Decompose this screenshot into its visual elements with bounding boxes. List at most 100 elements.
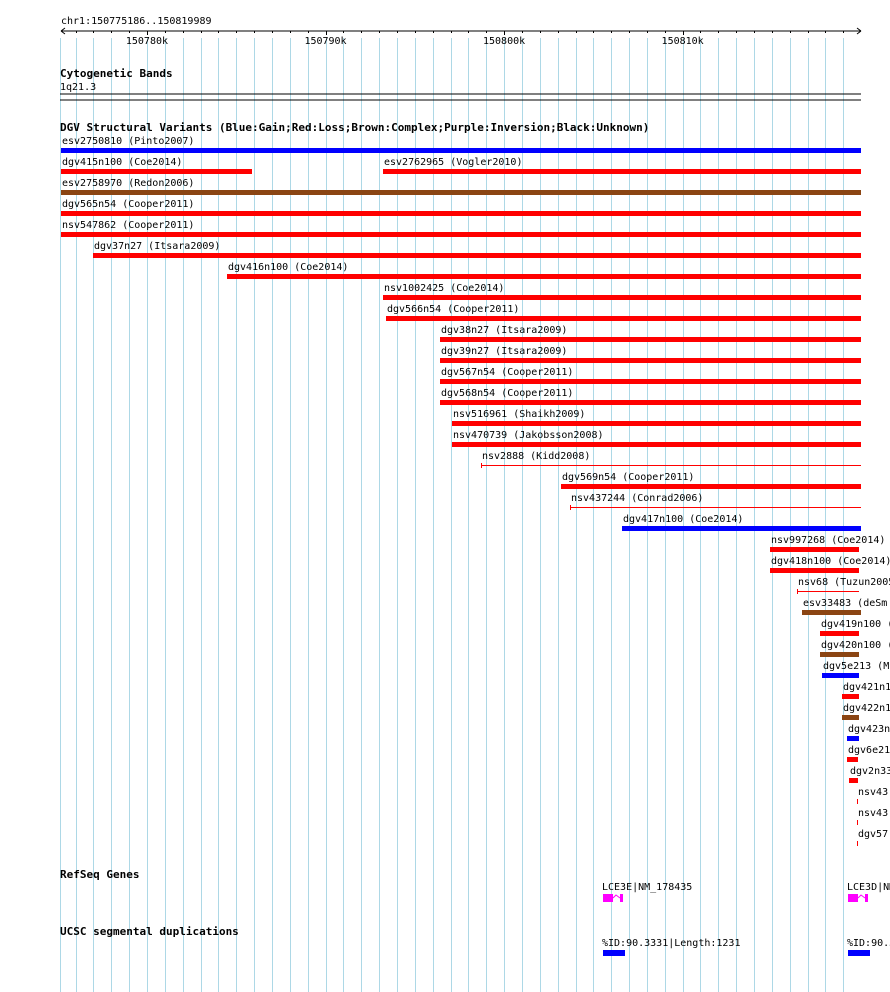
dgv-feature[interactable]: dgv419n100 ( — [820, 619, 890, 636]
dgv-feature-label: dgv568n54 (Cooper2011) — [441, 388, 573, 399]
dgv-feature[interactable]: dgv418n100 (Coe2014) — [770, 556, 890, 573]
dgv-feature-bar — [227, 274, 861, 279]
dgv-feature[interactable]: nsv43 — [857, 808, 889, 825]
dgv-feature-label: esv2758970 (Redon2006) — [62, 178, 194, 189]
dgv-feature[interactable]: nsv2888 (Kidd2008) — [481, 451, 861, 468]
dgv-feature-bar — [820, 631, 859, 636]
dgv-feature-bar — [822, 673, 859, 678]
ruler-arrow-right — [856, 27, 862, 35]
dgv-feature-label: esv2750810 (Pinto2007) — [62, 136, 194, 147]
dgv-feature-bar — [383, 295, 861, 300]
dgv-feature-label: dgv6e21 — [848, 745, 890, 756]
dgv-feature-bar — [440, 379, 861, 384]
dgv-feature[interactable]: nsv43 — [857, 787, 889, 804]
dgv-feature[interactable]: nsv437244 (Conrad2006) — [570, 493, 861, 510]
dgv-feature-label: dgv2n33 — [850, 766, 890, 777]
dgv-feature-label: nsv470739 (Jakobsson2008) — [453, 430, 604, 441]
dgv-feature-label: dgv565n54 (Cooper2011) — [62, 199, 194, 210]
dgv-feature-bar — [847, 736, 859, 741]
dgv-feature-bar — [452, 421, 861, 426]
refseq-exon — [620, 894, 623, 902]
segdup-label: %ID:90.333 — [847, 938, 890, 949]
dgv-feature[interactable]: dgv422n1 — [842, 703, 890, 720]
dgv-features: esv2750810 (Pinto2007) dgv415n100 (Coe201… — [61, 136, 890, 846]
dgv-feature[interactable]: dgv57 — [857, 829, 889, 846]
dgv-feature[interactable]: nsv547862 (Cooper2011) — [61, 220, 861, 237]
refseq-gene[interactable]: LCE3E|NM_178435 — [602, 882, 692, 902]
dgv-feature-label: nsv43 — [858, 787, 888, 798]
ruler-tick-label: 150790k — [304, 36, 346, 47]
track-title-refseq: RefSeq Genes — [60, 868, 139, 881]
refseq-exon — [603, 894, 613, 902]
dgv-feature[interactable]: esv33483 (deSm — [802, 598, 887, 615]
dgv-feature[interactable]: dgv2n33 — [849, 766, 890, 783]
dgv-feature-bar — [770, 547, 859, 552]
segdup-features: %ID:90.3331|Length:1231 %ID:90.333 — [602, 938, 890, 956]
track-segdup: UCSC segmental duplications %ID:90.3331|… — [60, 925, 890, 956]
dgv-feature[interactable]: dgv421n1 — [842, 682, 890, 699]
dgv-feature-bar — [386, 316, 861, 321]
refseq-gene[interactable]: LCE3D|NM_0 — [847, 882, 890, 902]
refseq-exon — [865, 894, 868, 902]
dgv-feature[interactable]: dgv567n54 (Cooper2011) — [440, 367, 861, 384]
dgv-feature-label: dgv566n54 (Cooper2011) — [387, 304, 519, 315]
dgv-feature[interactable]: dgv569n54 (Cooper2011) — [561, 472, 861, 489]
ruler: chr1:150775186..150819989 150780k 150790k… — [60, 16, 862, 47]
dgv-feature[interactable]: dgv417n100 (Coe2014) — [622, 514, 861, 531]
dgv-feature[interactable]: dgv565n54 (Cooper2011) — [61, 199, 861, 216]
dgv-feature-label: nsv547862 (Cooper2011) — [62, 220, 194, 231]
dgv-feature-bar — [61, 211, 861, 216]
segdup-label: %ID:90.3331|Length:1231 — [602, 938, 740, 949]
dgv-feature[interactable]: dgv6e21 — [847, 745, 890, 762]
dgv-feature-bar — [61, 169, 252, 174]
dgv-feature-bar — [61, 232, 861, 237]
dgv-feature[interactable]: dgv416n100 (Coe2014) — [227, 262, 861, 279]
dgv-feature[interactable]: dgv38n27 (Itsara2009) — [440, 325, 861, 342]
dgv-feature-label: dgv421n1 — [843, 682, 890, 693]
dgv-feature[interactable]: dgv568n54 (Cooper2011) — [440, 388, 861, 405]
dgv-feature-label: nsv1002425 (Coe2014) — [384, 283, 504, 294]
dgv-feature[interactable]: nsv516961 (Shaikh2009) — [452, 409, 861, 426]
dgv-feature-bar — [820, 652, 859, 657]
dgv-feature[interactable]: esv2750810 (Pinto2007) — [61, 136, 861, 153]
dgv-feature[interactable]: dgv566n54 (Cooper2011) — [386, 304, 861, 321]
dgv-feature[interactable]: dgv39n27 (Itsara2009) — [440, 346, 861, 363]
dgv-feature-bar — [849, 778, 858, 783]
dgv-feature[interactable]: dgv415n100 (Coe2014) — [61, 157, 252, 174]
dgv-feature-label: esv2762965 (Vogler2010) — [384, 157, 522, 168]
segdup-feature[interactable]: %ID:90.333 — [847, 938, 890, 956]
dgv-feature[interactable]: nsv470739 (Jakobsson2008) — [452, 430, 861, 447]
dgv-feature-bar — [440, 358, 861, 363]
dgv-feature-label: nsv2888 (Kidd2008) — [482, 451, 590, 462]
dgv-feature-label: dgv422n1 — [843, 703, 890, 714]
dgv-feature[interactable]: dgv37n27 (Itsara2009) — [93, 241, 861, 258]
dgv-feature-label: dgv39n27 (Itsara2009) — [441, 346, 567, 357]
dgv-feature[interactable]: nsv68 (Tuzun2005) — [797, 577, 890, 594]
dgv-feature-label: nsv437244 (Conrad2006) — [571, 493, 703, 504]
dgv-feature[interactable]: nsv1002425 (Coe2014) — [383, 283, 861, 300]
segdup-feature[interactable]: %ID:90.3331|Length:1231 — [602, 938, 740, 956]
dgv-feature-label: dgv418n100 (Coe2014) — [771, 556, 890, 567]
dgv-feature-bar — [622, 526, 861, 531]
dgv-feature[interactable]: dgv5e213 (M — [822, 661, 889, 678]
dgv-feature-label: esv33483 (deSm — [803, 598, 887, 609]
grid-lines — [60, 38, 844, 992]
ruler-ticks: 150780k 150790k 150800k 150810k — [60, 27, 862, 47]
dgv-feature[interactable]: dgv420n100 ( — [820, 640, 890, 657]
refseq-exon — [848, 894, 858, 902]
ruler-tick-label: 150780k — [126, 36, 168, 47]
dgv-feature-bar — [842, 694, 859, 699]
dgv-feature-label: dgv5e213 (M — [823, 661, 889, 672]
dgv-feature-label: dgv423n — [848, 724, 890, 735]
dgv-feature[interactable]: dgv423n — [847, 724, 890, 741]
ruler-arrow-left — [60, 27, 66, 35]
dgv-feature-bar — [93, 253, 861, 258]
dgv-feature-label: dgv38n27 (Itsara2009) — [441, 325, 567, 336]
dgv-feature[interactable]: nsv997268 (Coe2014) — [770, 535, 885, 552]
dgv-feature-label: dgv420n100 ( — [821, 640, 890, 651]
dgv-feature[interactable]: esv2758970 (Redon2006) — [61, 178, 861, 195]
segdup-bar — [848, 950, 870, 956]
dgv-feature[interactable]: esv2762965 (Vogler2010) — [383, 157, 861, 174]
